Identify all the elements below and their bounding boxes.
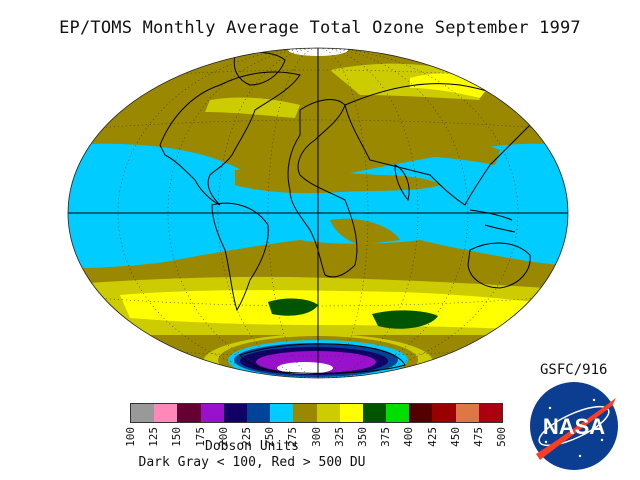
- no-data-pole: [277, 362, 333, 374]
- nasa-meatball-logo: NASA: [530, 382, 618, 470]
- vector-swoosh-icon: [536, 398, 616, 460]
- legend-swatch: [200, 404, 224, 422]
- band-north-high: [330, 63, 480, 100]
- legend-units-label: Dobson Units: [205, 439, 299, 454]
- attribution-label: GSFC/916: [540, 362, 608, 378]
- coastlines: [159, 51, 536, 374]
- legend-swatch: [177, 404, 201, 422]
- band-south-yellow: [120, 290, 560, 330]
- legend-swatches: [130, 403, 503, 423]
- legend-swatch: [478, 404, 502, 422]
- legend-swatch: [246, 404, 271, 422]
- map-boundary: [67, 47, 569, 379]
- legend-swatch: [432, 404, 456, 422]
- legend-swatch: [455, 404, 479, 422]
- patch-green-atlantic: [268, 298, 318, 316]
- legend-swatch: [316, 404, 340, 422]
- patch-green-indian: [372, 310, 438, 329]
- page-title: EP/TOMS Monthly Average Total Ozone Sept…: [59, 18, 581, 38]
- legend-swatch: [409, 404, 433, 422]
- legend-swatch: [223, 404, 247, 422]
- legend-swatch: [154, 404, 178, 422]
- band-north-mid: [205, 97, 300, 118]
- legend-swatch: [270, 404, 294, 422]
- legend-swatch: [362, 404, 387, 422]
- legend-swatch: [131, 404, 155, 422]
- legend-swatch: [293, 404, 317, 422]
- legend-swatch: [386, 404, 410, 422]
- orbit-icon: [538, 405, 610, 447]
- legend-swatch: [339, 404, 363, 422]
- legend-note-label: Dark Gray < 100, Red > 500 DU: [138, 455, 366, 470]
- band-tropics-olive: [235, 169, 440, 194]
- nasa-logo-text: NASA: [543, 414, 605, 439]
- band-asia-olive: [380, 137, 500, 165]
- color-legend: 100 125 150 175 200 225 250 275 300 325 350 375 400 4…: [124, 403, 508, 461]
- ozone-bands: [68, 48, 568, 378]
- band-africa-olive: [330, 218, 400, 245]
